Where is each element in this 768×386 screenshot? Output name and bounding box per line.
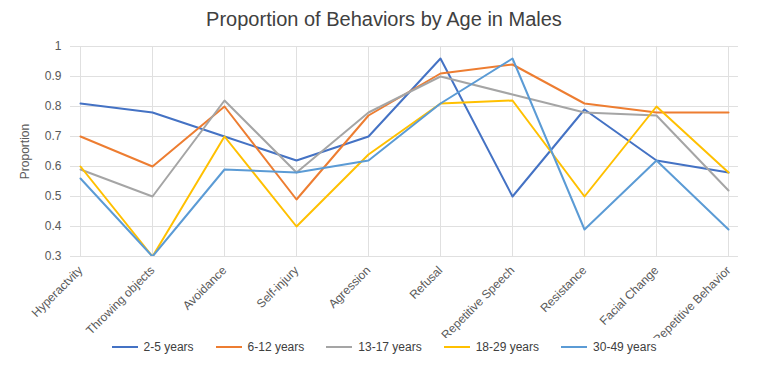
svg-text:0.4: 0.4 [45, 219, 62, 233]
svg-text:0.3: 0.3 [45, 249, 62, 263]
svg-text:Agression: Agression [326, 263, 374, 311]
svg-text:0.9: 0.9 [45, 69, 62, 83]
svg-text:Repetitive Behavior: Repetitive Behavior [650, 263, 733, 338]
svg-text:0.6: 0.6 [45, 159, 62, 173]
svg-text:Facial Change: Facial Change [597, 263, 662, 328]
svg-text:Avoidance: Avoidance [180, 263, 230, 313]
html-text:2-5 years: 2-5 years [143, 340, 194, 354]
html-text:6-12 years: 6-12 years [247, 340, 305, 354]
svg-text:Proportion: Proportion [18, 124, 32, 179]
svg-text:Self-injury: Self-injury [254, 263, 302, 311]
svg-text:0.7: 0.7 [45, 129, 62, 143]
html-text:18-29 years: 18-29 years [475, 340, 539, 354]
html-text:13-17 years: 13-17 years [358, 340, 422, 354]
html-text:30-49 years: 30-49 years [593, 340, 657, 354]
svg-text:Repetitive Speech: Repetitive Speech [439, 263, 518, 338]
html-text:Proportion of Behaviors by Age: Proportion of Behaviors by Age in Males [206, 8, 562, 30]
svg-text:1: 1 [55, 39, 62, 53]
svg-text:0.8: 0.8 [45, 99, 62, 113]
svg-text:0.5: 0.5 [45, 189, 62, 203]
svg-text:Hyperactvity: Hyperactvity [29, 263, 86, 320]
svg-text:Resistance: Resistance [537, 263, 589, 315]
svg-text:Refusal: Refusal [407, 263, 446, 302]
svg-text:Throwing objects: Throwing objects [83, 263, 157, 337]
